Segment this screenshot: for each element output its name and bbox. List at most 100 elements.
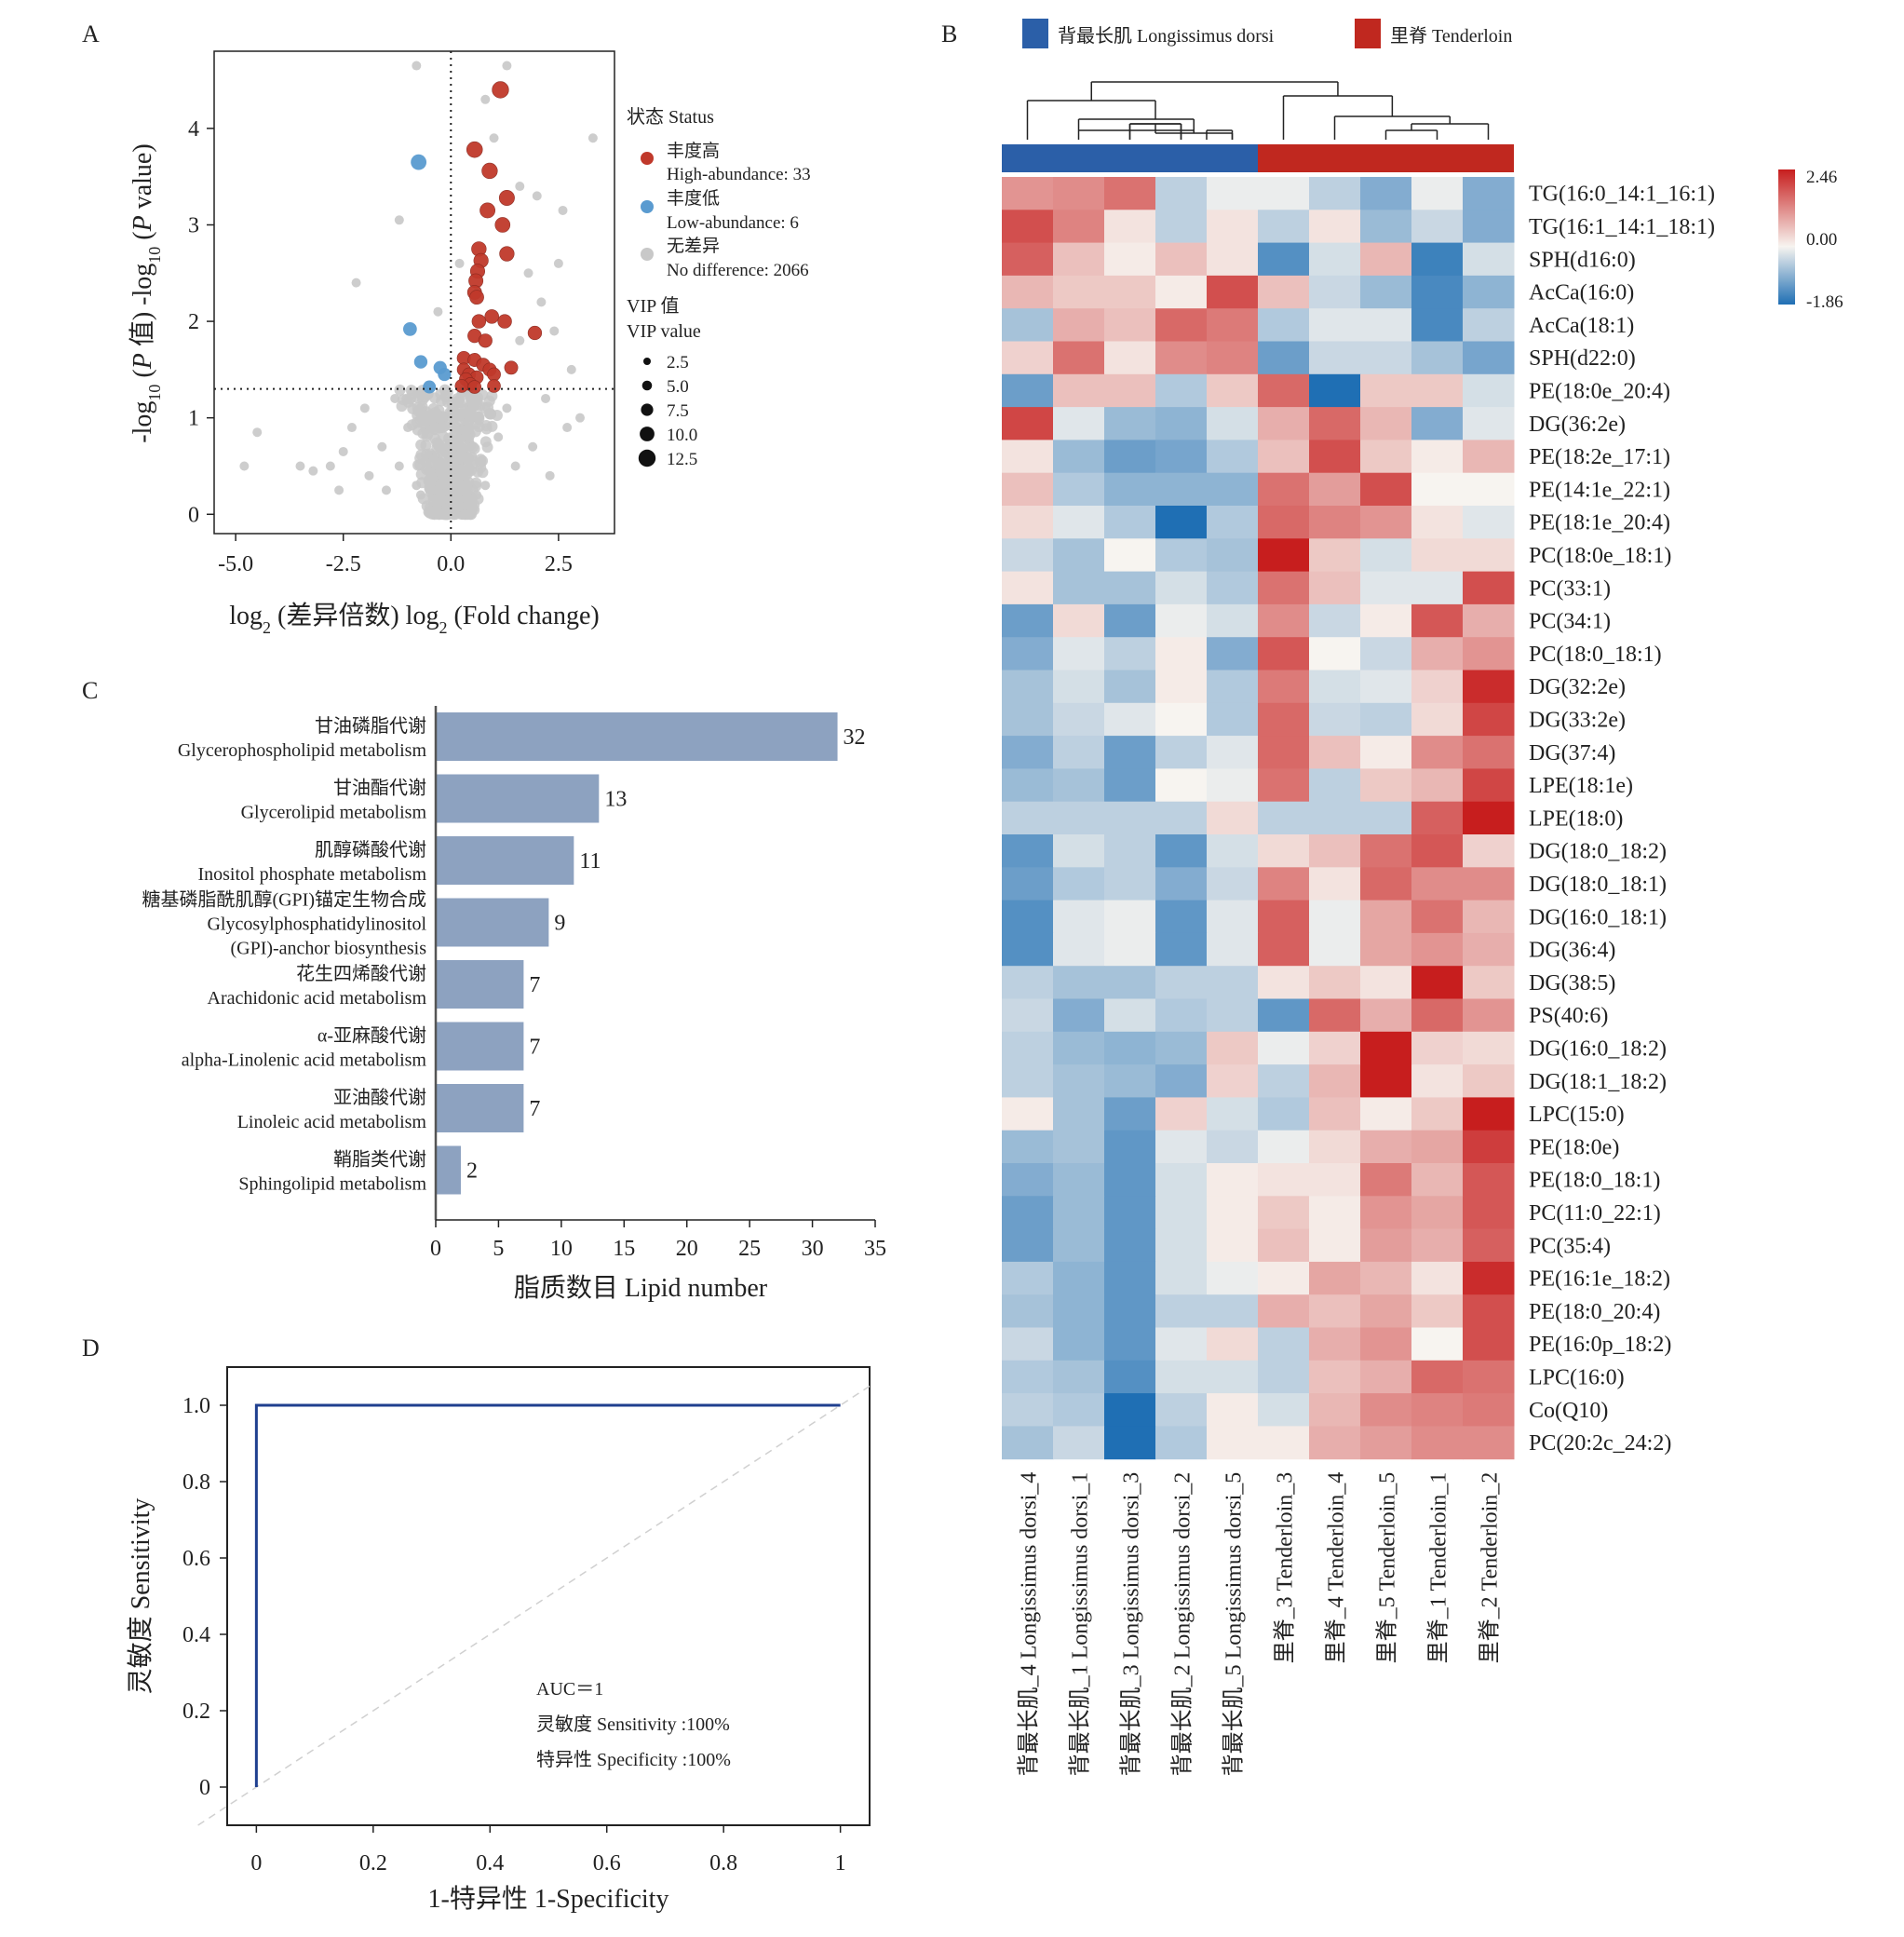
heatmap-row-label: DG(36:2e) [1529, 413, 1626, 437]
heatmap-cell [1002, 440, 1054, 474]
heatmap-cell [1463, 768, 1515, 803]
volcano-points [239, 61, 598, 521]
roc-xlabel: 1-特异性 1-Specificity [428, 1884, 669, 1914]
heatmap-row-label: PC(11:0_22:1) [1529, 1201, 1661, 1226]
nodiff-point [549, 326, 560, 336]
heatmap-cell [1053, 177, 1105, 210]
heatmap-cell [1053, 571, 1105, 605]
heatmap-cell [1207, 603, 1259, 638]
nodiff-point [510, 461, 520, 471]
pathway-x-tick-label: 25 [738, 1237, 761, 1261]
heatmap-cell [1104, 702, 1156, 737]
heatmap-cell [1309, 998, 1361, 1033]
heatmap-cell [1104, 1064, 1156, 1098]
heatmap-cell [1258, 736, 1310, 769]
heatmap-cell [1463, 210, 1515, 244]
heatmap-cell [1258, 1393, 1310, 1427]
heatmap-cell [1207, 1261, 1259, 1295]
pathway-bar [436, 1084, 524, 1132]
nodiff-point [394, 215, 404, 225]
high-abundance-point [478, 333, 493, 348]
heatmap-cell [1207, 702, 1259, 737]
heatmap-cell [1155, 932, 1208, 967]
legend-none-en: No difference: 2066 [667, 261, 809, 280]
heatmap-cell [1155, 1130, 1208, 1164]
heatmap-cell [1360, 1064, 1412, 1098]
heatmap-cell [1411, 571, 1464, 605]
panel-b-letter: B [941, 20, 957, 47]
heatmap-cell [1411, 768, 1464, 803]
roc-y-tick-label: 0.8 [182, 1470, 210, 1495]
nodiff-point [463, 423, 473, 433]
vip-size-marker [640, 427, 655, 441]
roc-ylabel: 灵敏度 Sensitivity [126, 1498, 155, 1695]
nodiff-point [415, 490, 425, 500]
heatmap-cell [1053, 1261, 1105, 1295]
heatmap-row-label: DG(18:1_18:2) [1529, 1070, 1667, 1094]
heatmap-cell [1002, 210, 1054, 244]
heatmap-cell [1053, 1426, 1105, 1460]
heatmap-cell [1155, 834, 1208, 868]
heatmap-cell [1463, 900, 1515, 934]
heatmap-cell [1002, 1294, 1054, 1328]
heatmap-cell [1258, 670, 1310, 704]
heatmap-cell [1104, 1097, 1156, 1131]
heatmap-cell [1104, 407, 1156, 440]
heatmap-cell [1463, 1294, 1515, 1328]
heatmap-cell [1258, 998, 1310, 1033]
heatmap-cell [1411, 1294, 1464, 1328]
high-abundance-point [484, 309, 499, 324]
heatmap-cell [1155, 1097, 1208, 1131]
heatmap-cell [1155, 603, 1208, 638]
heatmap-cell [1207, 1196, 1259, 1230]
vip-size-legend: 2.5 5.0 7.5 10.0 12.5 [638, 353, 697, 469]
heatmap-cell [1155, 1163, 1208, 1197]
heatmap-cell [1053, 373, 1105, 408]
pathway-bar-value: 32 [844, 725, 866, 750]
heatmap-cell [1411, 1426, 1464, 1460]
nodiff-point [412, 61, 422, 71]
heatmap-cell [1309, 506, 1361, 539]
pathway-label-en: Arachidonic acid metabolism [208, 988, 427, 1009]
heatmap-cell [1411, 472, 1464, 507]
heatmap-cell [1053, 966, 1105, 999]
pathway-bar [436, 1022, 524, 1071]
heatmap-cell [1104, 603, 1156, 638]
heatmap-cell [1155, 538, 1208, 573]
heatmap-cell [1207, 637, 1259, 670]
high-abundance-point [498, 189, 515, 206]
heatmap-cell [1053, 801, 1105, 835]
nodiff-point [441, 470, 452, 481]
heatmap-cell [1104, 538, 1156, 573]
heatmap-cell [1411, 867, 1464, 901]
roc-axes: 0 0.2 0.4 0.6 0.8 1 0 0.2 0.4 0.6 0.8 1.0 [182, 1394, 846, 1876]
heatmap-cell [1411, 702, 1464, 737]
heatmap-cell [1309, 373, 1361, 408]
heatmap-cell [1104, 998, 1156, 1033]
heatmap-row-label: LPE(18:1e) [1529, 774, 1633, 798]
heatmap-cell [1104, 867, 1156, 901]
heatmap-cell [1463, 966, 1515, 999]
heatmap-cell [1360, 670, 1412, 704]
heatmap-cell [1155, 506, 1208, 539]
vip-size-label: 7.5 [667, 401, 689, 421]
volcano-xlabel: log2 (差异倍数) log2 (Fold change) [229, 601, 600, 637]
nodiff-point [553, 258, 563, 268]
heatmap-column-label: 里脊_2 Tenderloin_2 [1478, 1472, 1503, 1664]
heatmap-cell [1053, 472, 1105, 507]
nodiff-cloud-point [439, 390, 452, 402]
high-abundance-point [494, 217, 511, 233]
heatmap-cell [1207, 1327, 1259, 1361]
pathway-x-tick-label: 0 [430, 1237, 441, 1261]
heatmap-row-label: DG(37:4) [1529, 741, 1615, 765]
colorbar-max-label: 2.46 [1806, 168, 1837, 187]
heatmap-cell [1360, 538, 1412, 573]
heatmap-cell [1463, 867, 1515, 901]
legend-td-swatch [1355, 19, 1381, 48]
heatmap-cell [1207, 768, 1259, 803]
heatmap-row-label: PE(18:0e_20:4) [1529, 379, 1670, 403]
heatmap-cell [1360, 308, 1412, 342]
heatmap-cell [1360, 440, 1412, 474]
nodiff-point [364, 470, 374, 481]
heatmap-cell [1053, 1294, 1105, 1328]
